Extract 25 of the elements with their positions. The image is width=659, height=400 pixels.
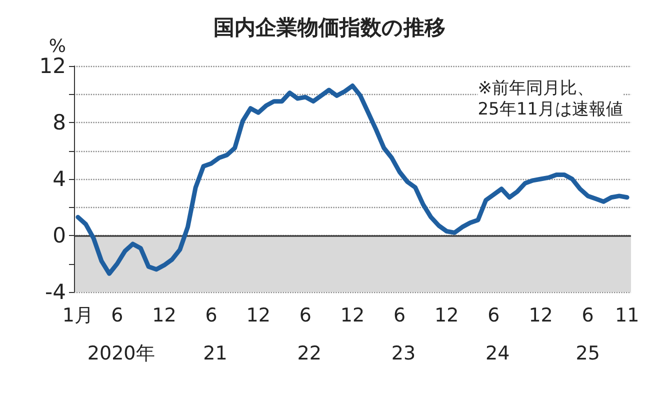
text: 2020年: [87, 342, 155, 364]
text: 21: [203, 342, 228, 364]
text: 25: [576, 342, 600, 364]
x-tick-label: 1月: [62, 304, 94, 326]
y-tick-label: 8: [52, 110, 66, 134]
x-tick-label: 6: [299, 304, 312, 326]
text: 23: [391, 342, 416, 364]
y-tick-label: 4: [52, 167, 66, 191]
y-tick-label: 0: [52, 224, 66, 248]
x-tick-label: 12: [528, 304, 553, 326]
chart-title: 国内企業物価指数の推移: [214, 16, 446, 40]
x-tick-label: 12: [246, 304, 270, 326]
x-tick-label: 12: [340, 304, 365, 326]
text: 22: [297, 342, 322, 364]
x-tick-label: 12: [152, 304, 176, 326]
y-tick-label: -4: [45, 280, 66, 304]
x-tick-label: 6: [582, 304, 594, 326]
x-tick-label: 12: [434, 304, 459, 326]
x-tick-label: 6: [205, 304, 218, 326]
text: 24: [486, 342, 510, 364]
x-tick-label: 6: [111, 304, 124, 326]
x-tick-label: 11: [614, 304, 640, 326]
x-tick-label: 6: [488, 304, 500, 326]
x-tick-label: 6: [394, 304, 406, 326]
annotation: ※前年同月比、 25年11月は速報値: [478, 78, 623, 120]
